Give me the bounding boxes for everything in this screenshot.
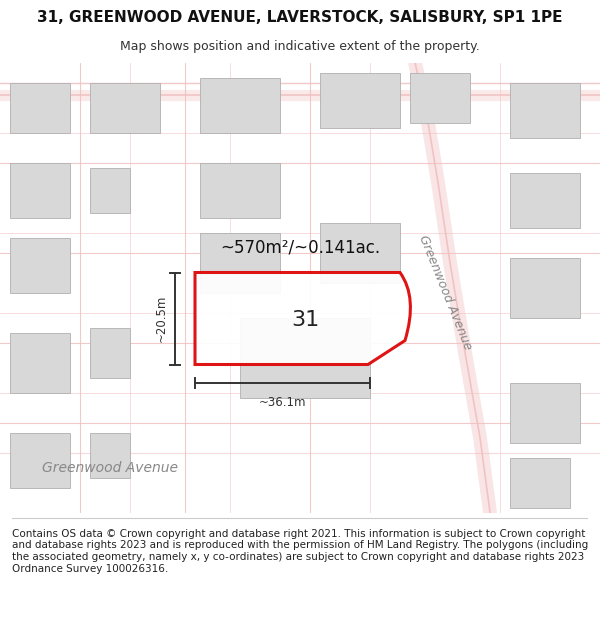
Text: Greenwood Avenue: Greenwood Avenue [42,461,178,474]
Text: ~570m²/~0.141ac.: ~570m²/~0.141ac. [220,239,380,256]
Bar [10,82,70,132]
Text: ~36.1m: ~36.1m [259,396,306,409]
Bar [200,232,280,292]
Bar [200,78,280,132]
Bar [510,458,570,508]
Bar [510,173,580,228]
Text: Map shows position and indicative extent of the property.: Map shows position and indicative extent… [120,41,480,53]
Bar [90,82,160,132]
Bar [320,72,400,127]
Bar [200,162,280,217]
Bar [510,382,580,442]
Text: Contains OS data © Crown copyright and database right 2021. This information is : Contains OS data © Crown copyright and d… [12,529,588,574]
Bar [90,328,130,378]
Text: ~20.5m: ~20.5m [155,295,167,343]
Bar [320,222,400,282]
Bar [240,318,370,398]
Bar [90,432,130,478]
Bar [90,168,130,212]
Bar [510,82,580,138]
Bar [510,258,580,318]
Text: 31, GREENWOOD AVENUE, LAVERSTOCK, SALISBURY, SP1 1PE: 31, GREENWOOD AVENUE, LAVERSTOCK, SALISB… [37,10,563,25]
PathPatch shape [195,272,410,364]
Bar [10,162,70,217]
Text: Greenwood Avenue: Greenwood Avenue [416,233,474,352]
Bar [10,238,70,292]
Bar [10,332,70,392]
Bar [410,72,470,122]
Bar [10,432,70,488]
Text: 31: 31 [291,311,319,331]
